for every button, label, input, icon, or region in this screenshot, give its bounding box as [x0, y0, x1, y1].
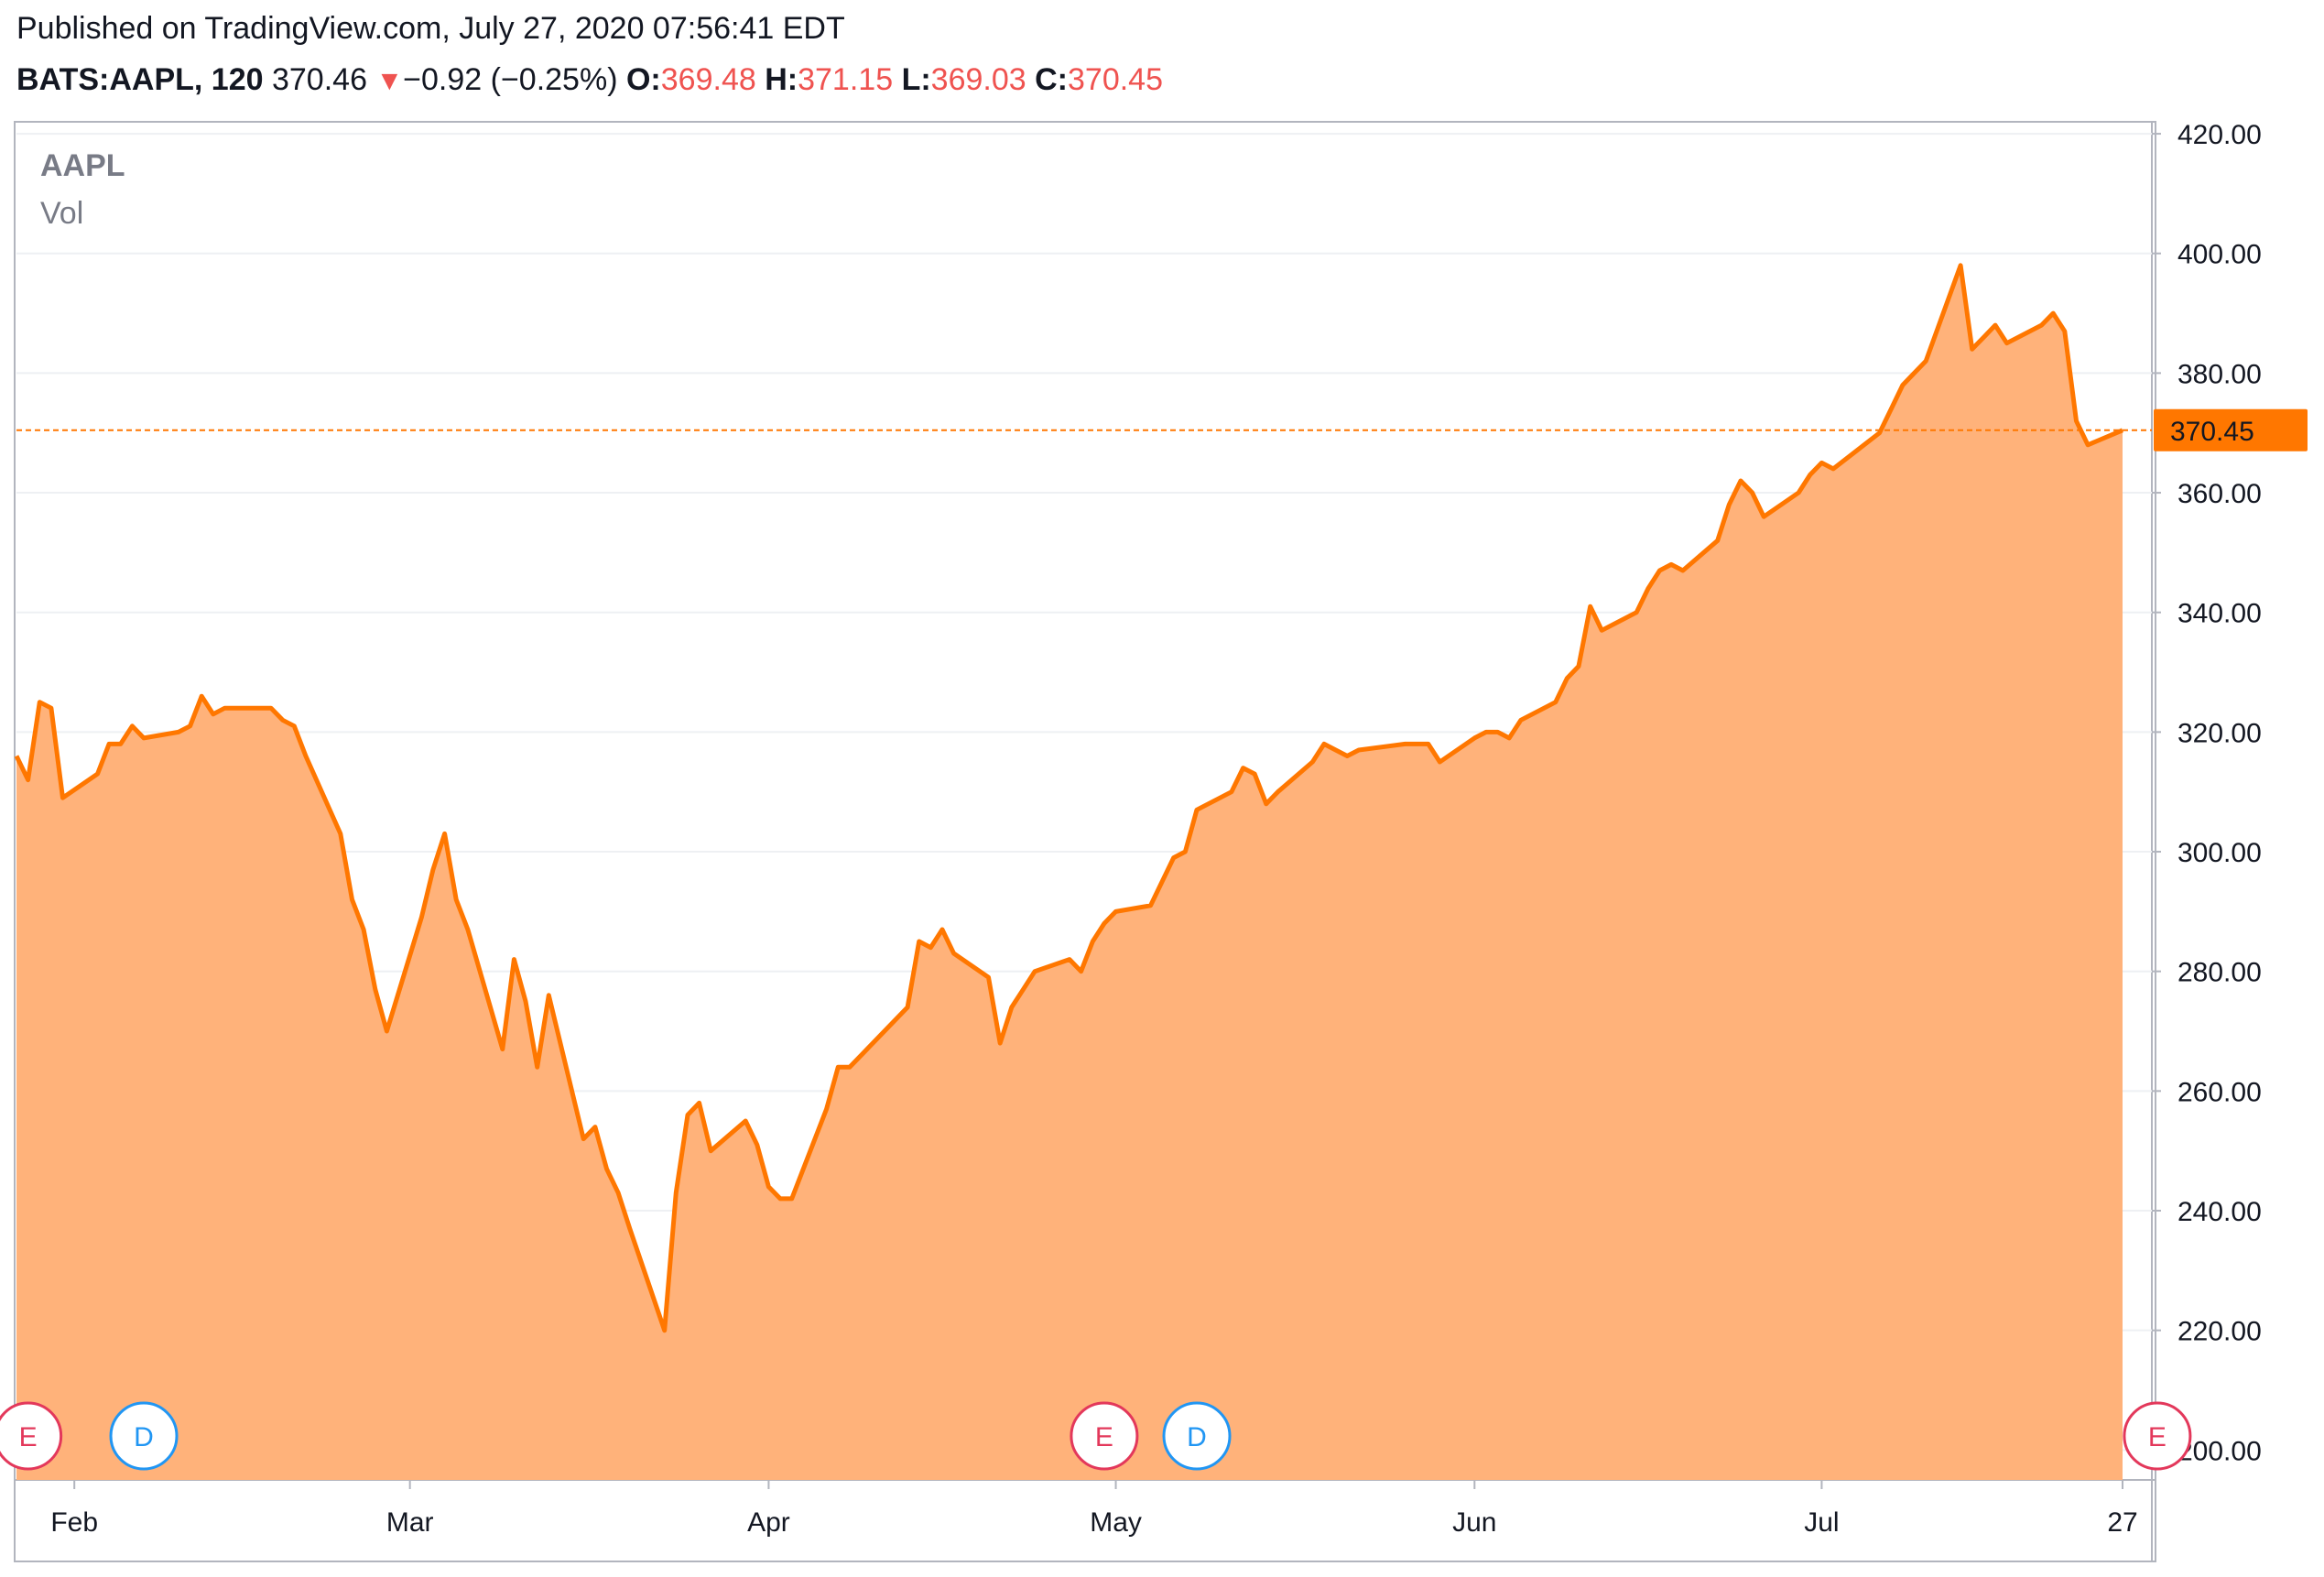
x-tick-label: Jun [1452, 1507, 1496, 1538]
last-price-label-text: 370.45 [2170, 417, 2254, 447]
price-change: −0.92 (−0.25%) [403, 62, 618, 97]
y-tick-label: 320.00 [2177, 718, 2262, 748]
dividend-badge[interactable]: D [1162, 1401, 1232, 1471]
dividend-badge-circle [109, 1401, 179, 1471]
earnings-badge-circle [1070, 1401, 1139, 1471]
dividend-badge-letter: D [134, 1422, 154, 1452]
earnings-badge-letter: E [2148, 1422, 2167, 1452]
y-tick-label: 200.00 [2177, 1436, 2262, 1466]
y-tick-label: 300.00 [2177, 838, 2262, 868]
price-line[interactable] [14, 263, 2123, 1333]
symbol-label[interactable]: BATS:AAPL, 120 [16, 62, 264, 97]
dividend-badge[interactable]: D [109, 1401, 179, 1471]
x-tick-label: Jul [1804, 1507, 1839, 1538]
earnings-badge-circle [2123, 1401, 2192, 1471]
low-label: L: [901, 62, 931, 97]
price-axis[interactable]: 420.00 400.00 380.00 360.00 340.00 320.00 300.… [2152, 120, 2262, 1466]
chart-frame [14, 121, 2156, 1562]
open-label: O: [625, 62, 661, 97]
earnings-badge-letter: E [19, 1422, 38, 1452]
last-price-label: 370.45 [2154, 408, 2308, 451]
x-tick-label: May [1090, 1507, 1142, 1538]
x-tick-label: Apr [747, 1507, 790, 1538]
earnings-badge[interactable]: E [2123, 1401, 2192, 1471]
price-area [16, 265, 2123, 1480]
y-tick-label: 220.00 [2177, 1317, 2262, 1347]
time-axis[interactable]: Feb Mar Apr May Jun Jul 27 [50, 1480, 2138, 1538]
dividend-badge-letter: D [1187, 1422, 1207, 1452]
y-tick-label: 280.00 [2177, 958, 2262, 988]
legend-volume-name[interactable]: Vol [40, 196, 83, 231]
y-tick-label: 260.00 [2177, 1077, 2262, 1107]
earnings-badge-circle [0, 1401, 63, 1471]
y-tick-label: 400.00 [2177, 240, 2262, 270]
low-value: 369.03 [930, 62, 1026, 97]
y-tick-label: 360.00 [2177, 479, 2262, 509]
close-label: C: [1035, 62, 1068, 97]
x-tick-label: Mar [386, 1507, 434, 1538]
open-value: 369.48 [660, 62, 756, 97]
last-price: 370.46 [271, 62, 367, 97]
close-value: 370.45 [1068, 62, 1163, 97]
x-tick-label: 27 [2107, 1507, 2137, 1538]
y-tick-label: 240.00 [2177, 1197, 2262, 1227]
x-tick-label: Feb [50, 1507, 98, 1538]
y-tick-label: 380.00 [2177, 359, 2262, 389]
earnings-badge-letter: E [1095, 1422, 1113, 1452]
earnings-badge[interactable]: E [1070, 1401, 1139, 1471]
dividend-badge-circle [1162, 1401, 1232, 1471]
down-arrow-icon: ▼ [375, 66, 404, 96]
high-label: H: [765, 62, 798, 97]
earnings-badge[interactable]: E [0, 1401, 63, 1471]
published-caption: Published on TradingView.com, July 27, 2… [16, 11, 845, 46]
y-tick-label: 340.00 [2177, 599, 2262, 629]
legend-series-name[interactable]: AAPL [40, 148, 125, 183]
quote-line: BATS:AAPL, 120 370.46 ▼−0.92 (−0.25%) O:… [16, 62, 1163, 98]
y-tick-label: 420.00 [2177, 120, 2262, 150]
high-value: 371.15 [798, 62, 894, 97]
